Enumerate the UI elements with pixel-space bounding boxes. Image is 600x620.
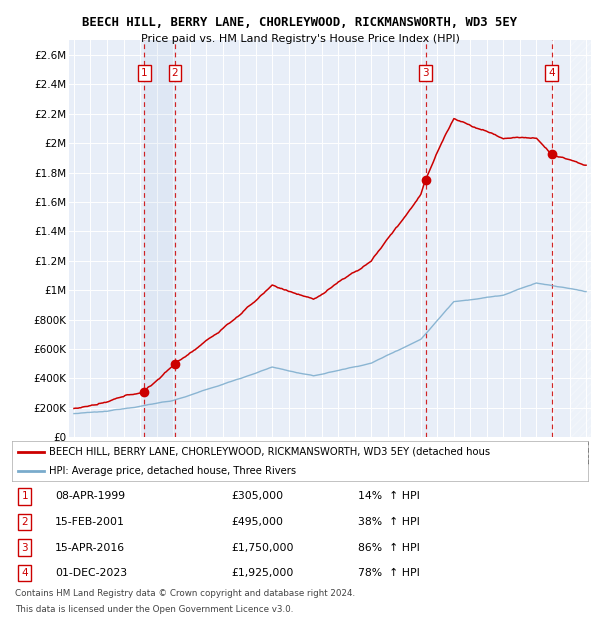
Text: BEECH HILL, BERRY LANE, CHORLEYWOOD, RICKMANSWORTH, WD3 5EY: BEECH HILL, BERRY LANE, CHORLEYWOOD, RIC… — [82, 16, 518, 29]
Text: 3: 3 — [422, 68, 429, 78]
Text: £305,000: £305,000 — [231, 492, 283, 502]
Text: 78%  ↑ HPI: 78% ↑ HPI — [358, 568, 419, 578]
Text: 1: 1 — [141, 68, 148, 78]
Text: 2: 2 — [22, 517, 28, 527]
Text: 4: 4 — [22, 568, 28, 578]
Text: 2: 2 — [172, 68, 178, 78]
Text: Contains HM Land Registry data © Crown copyright and database right 2024.: Contains HM Land Registry data © Crown c… — [15, 589, 355, 598]
Text: BEECH HILL, BERRY LANE, CHORLEYWOOD, RICKMANSWORTH, WD3 5EY (detached hous: BEECH HILL, BERRY LANE, CHORLEYWOOD, RIC… — [49, 447, 491, 457]
Text: 14%  ↑ HPI: 14% ↑ HPI — [358, 492, 419, 502]
Text: 1: 1 — [22, 492, 28, 502]
Text: 86%  ↑ HPI: 86% ↑ HPI — [358, 542, 419, 552]
Text: 01-DEC-2023: 01-DEC-2023 — [55, 568, 127, 578]
Text: HPI: Average price, detached house, Three Rivers: HPI: Average price, detached house, Thre… — [49, 466, 296, 476]
Bar — [145, 40, 175, 437]
Text: This data is licensed under the Open Government Licence v3.0.: This data is licensed under the Open Gov… — [15, 604, 293, 614]
Text: 4: 4 — [548, 68, 555, 78]
Text: 15-APR-2016: 15-APR-2016 — [55, 542, 125, 552]
Text: 3: 3 — [22, 542, 28, 552]
Text: Price paid vs. HM Land Registry's House Price Index (HPI): Price paid vs. HM Land Registry's House … — [140, 34, 460, 44]
Text: 08-APR-1999: 08-APR-1999 — [55, 492, 125, 502]
Text: £1,925,000: £1,925,000 — [231, 568, 293, 578]
Text: £495,000: £495,000 — [231, 517, 283, 527]
Text: 38%  ↑ HPI: 38% ↑ HPI — [358, 517, 419, 527]
Bar — [569, 40, 591, 437]
Text: 15-FEB-2001: 15-FEB-2001 — [55, 517, 125, 527]
Text: £1,750,000: £1,750,000 — [231, 542, 293, 552]
